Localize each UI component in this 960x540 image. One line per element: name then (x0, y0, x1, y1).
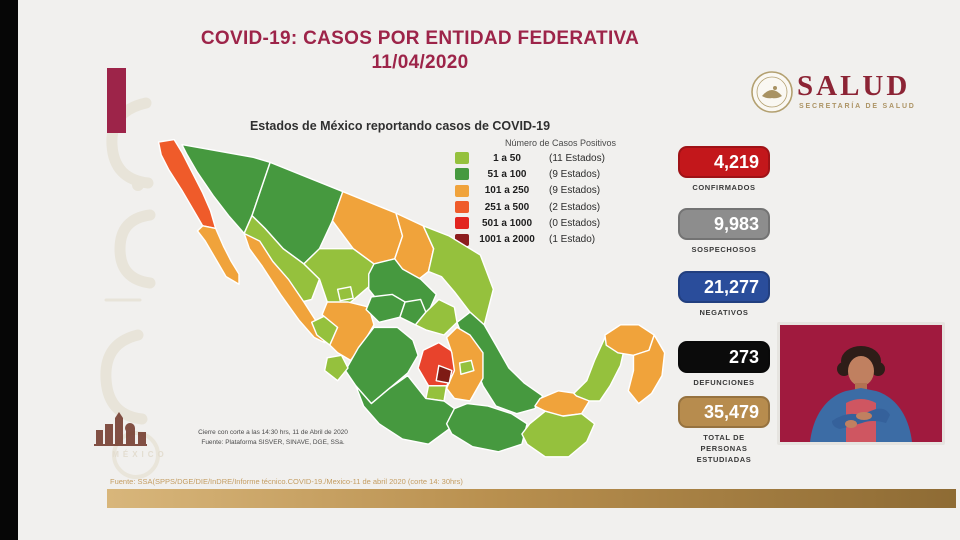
stat-pill-confirmados: 4,219 (678, 146, 770, 178)
map-notes: Cierre con corte a las 14:30 hrs, 11 de … (158, 428, 388, 449)
stat-label-defunciones: DEFUNCIONES (693, 378, 755, 387)
page-title: COVID-19: CASOS POR ENTIDAD FEDERATIVA 1… (140, 27, 700, 75)
stat-pill-negativos: 21,277 (678, 271, 770, 303)
mexico-choropleth-map (157, 138, 666, 458)
stats-panel: 4,219 CONFIRMADOS 9,983 SOSPECHOSOS 21,2… (678, 0, 770, 540)
legend-title: Número de Casos Positivos (505, 138, 617, 148)
legend-range: 501 a 1000 (481, 217, 533, 229)
legend-color-swatch (455, 168, 469, 181)
salud-wordmark: SALUD (797, 70, 911, 102)
legend-color-swatch (455, 152, 469, 165)
footer-gold-bar (107, 489, 956, 508)
legend-count: (1 Estado) (549, 234, 596, 246)
stat-negativos: 21,277 NEGATIVOS (678, 271, 770, 319)
state-aguascalientes (336, 286, 354, 302)
legend-count: (9 Estados) (549, 185, 601, 197)
accent-bar (107, 68, 126, 133)
legend-count: (2 Estados) (549, 201, 601, 213)
stat-sospechosos: 9,983 SOSPECHOSOS (678, 208, 770, 256)
title-line-1: COVID-19: CASOS POR ENTIDAD FEDERATIVA (200, 28, 640, 49)
map-note-source: Fuente: Plataforma SISVER, SINAVE, DGE, … (201, 439, 345, 447)
mexico-watermark: MÉXICO (112, 450, 168, 459)
stat-label-total-estudiadas: TOTAL DE PERSONAS ESTUDIADAS (696, 433, 752, 464)
legend-item: 251 a 500 (2 Estados) (447, 199, 677, 215)
legend-count: (0 Estados) (549, 217, 601, 229)
interpreter-figure (810, 346, 912, 442)
legend-item: 501 a 1000 (0 Estados) (447, 215, 677, 231)
stat-confirmados: 4,219 CONFIRMADOS (678, 146, 770, 194)
left-black-bar (0, 0, 18, 540)
map-legend: Número de Casos Positivos 1 a 50 (11 Est… (447, 138, 677, 248)
city-skyline-icon (94, 412, 147, 446)
ornament-pattern (100, 97, 160, 479)
state-quintana-roo (627, 334, 666, 405)
state-cdmx (435, 364, 453, 384)
stat-defunciones: 273 DEFUNCIONES (678, 341, 770, 389)
legend-count: (11 Estados) (549, 152, 605, 164)
legend-item: 1 a 50 (11 Estados) (447, 150, 677, 166)
stat-label-negativos: NEGATIVOS (699, 308, 749, 317)
legend-range: 251 a 500 (484, 201, 530, 213)
source-text: Fuente: SSA(SPPS/DGE/DIE/InDRE/Informe t… (110, 477, 463, 486)
legend-range: 51 a 100 (487, 168, 527, 180)
title-date: 11/04/2020 (371, 51, 469, 73)
state-colima (323, 354, 349, 382)
salud-subtitle: SECRETARÍA DE SALUD (799, 103, 916, 110)
stat-pill-defunciones: 273 (678, 341, 770, 373)
legend-range: 1001 a 2000 (479, 234, 535, 246)
state-hidalgo (414, 298, 458, 336)
legend-range: 1 a 50 (493, 152, 521, 164)
stat-pill-sospechosos: 9,983 (678, 208, 770, 240)
state-baja-california-sur (196, 225, 240, 285)
legend-range: 101 a 250 (484, 185, 530, 197)
map-title: Estados de México reportando casos de CO… (249, 119, 551, 133)
legend-item: 101 a 250 (9 Estados) (447, 183, 677, 199)
stat-pill-total-estudiadas: 35,479 (678, 396, 770, 428)
legend-color-swatch (455, 184, 469, 197)
legend-color-swatch (455, 217, 469, 230)
state-chiapas (521, 410, 596, 458)
salud-seal-icon (751, 71, 793, 113)
state-oaxaca (445, 402, 528, 453)
stat-label-confirmados: CONFIRMADOS (692, 183, 756, 192)
legend-color-swatch (455, 201, 469, 214)
stat-total-estudiadas: 35,479 TOTAL DE PERSONAS ESTUDIADAS (678, 396, 770, 466)
map-note-cutoff: Cierre con corte a las 14:30 hrs, 11 de … (198, 429, 348, 436)
stat-label-sospechosos: SOSPECHOSOS (691, 245, 757, 254)
interpreter-video (777, 322, 945, 445)
legend-count: (9 Estados) (549, 168, 601, 180)
state-tlaxcala (458, 359, 475, 376)
salud-logo: SALUD SECRETARÍA DE SALUD (750, 70, 950, 120)
legend-item: 51 a 100 (9 Estados) (447, 166, 677, 182)
state-sinaloa (243, 232, 326, 344)
